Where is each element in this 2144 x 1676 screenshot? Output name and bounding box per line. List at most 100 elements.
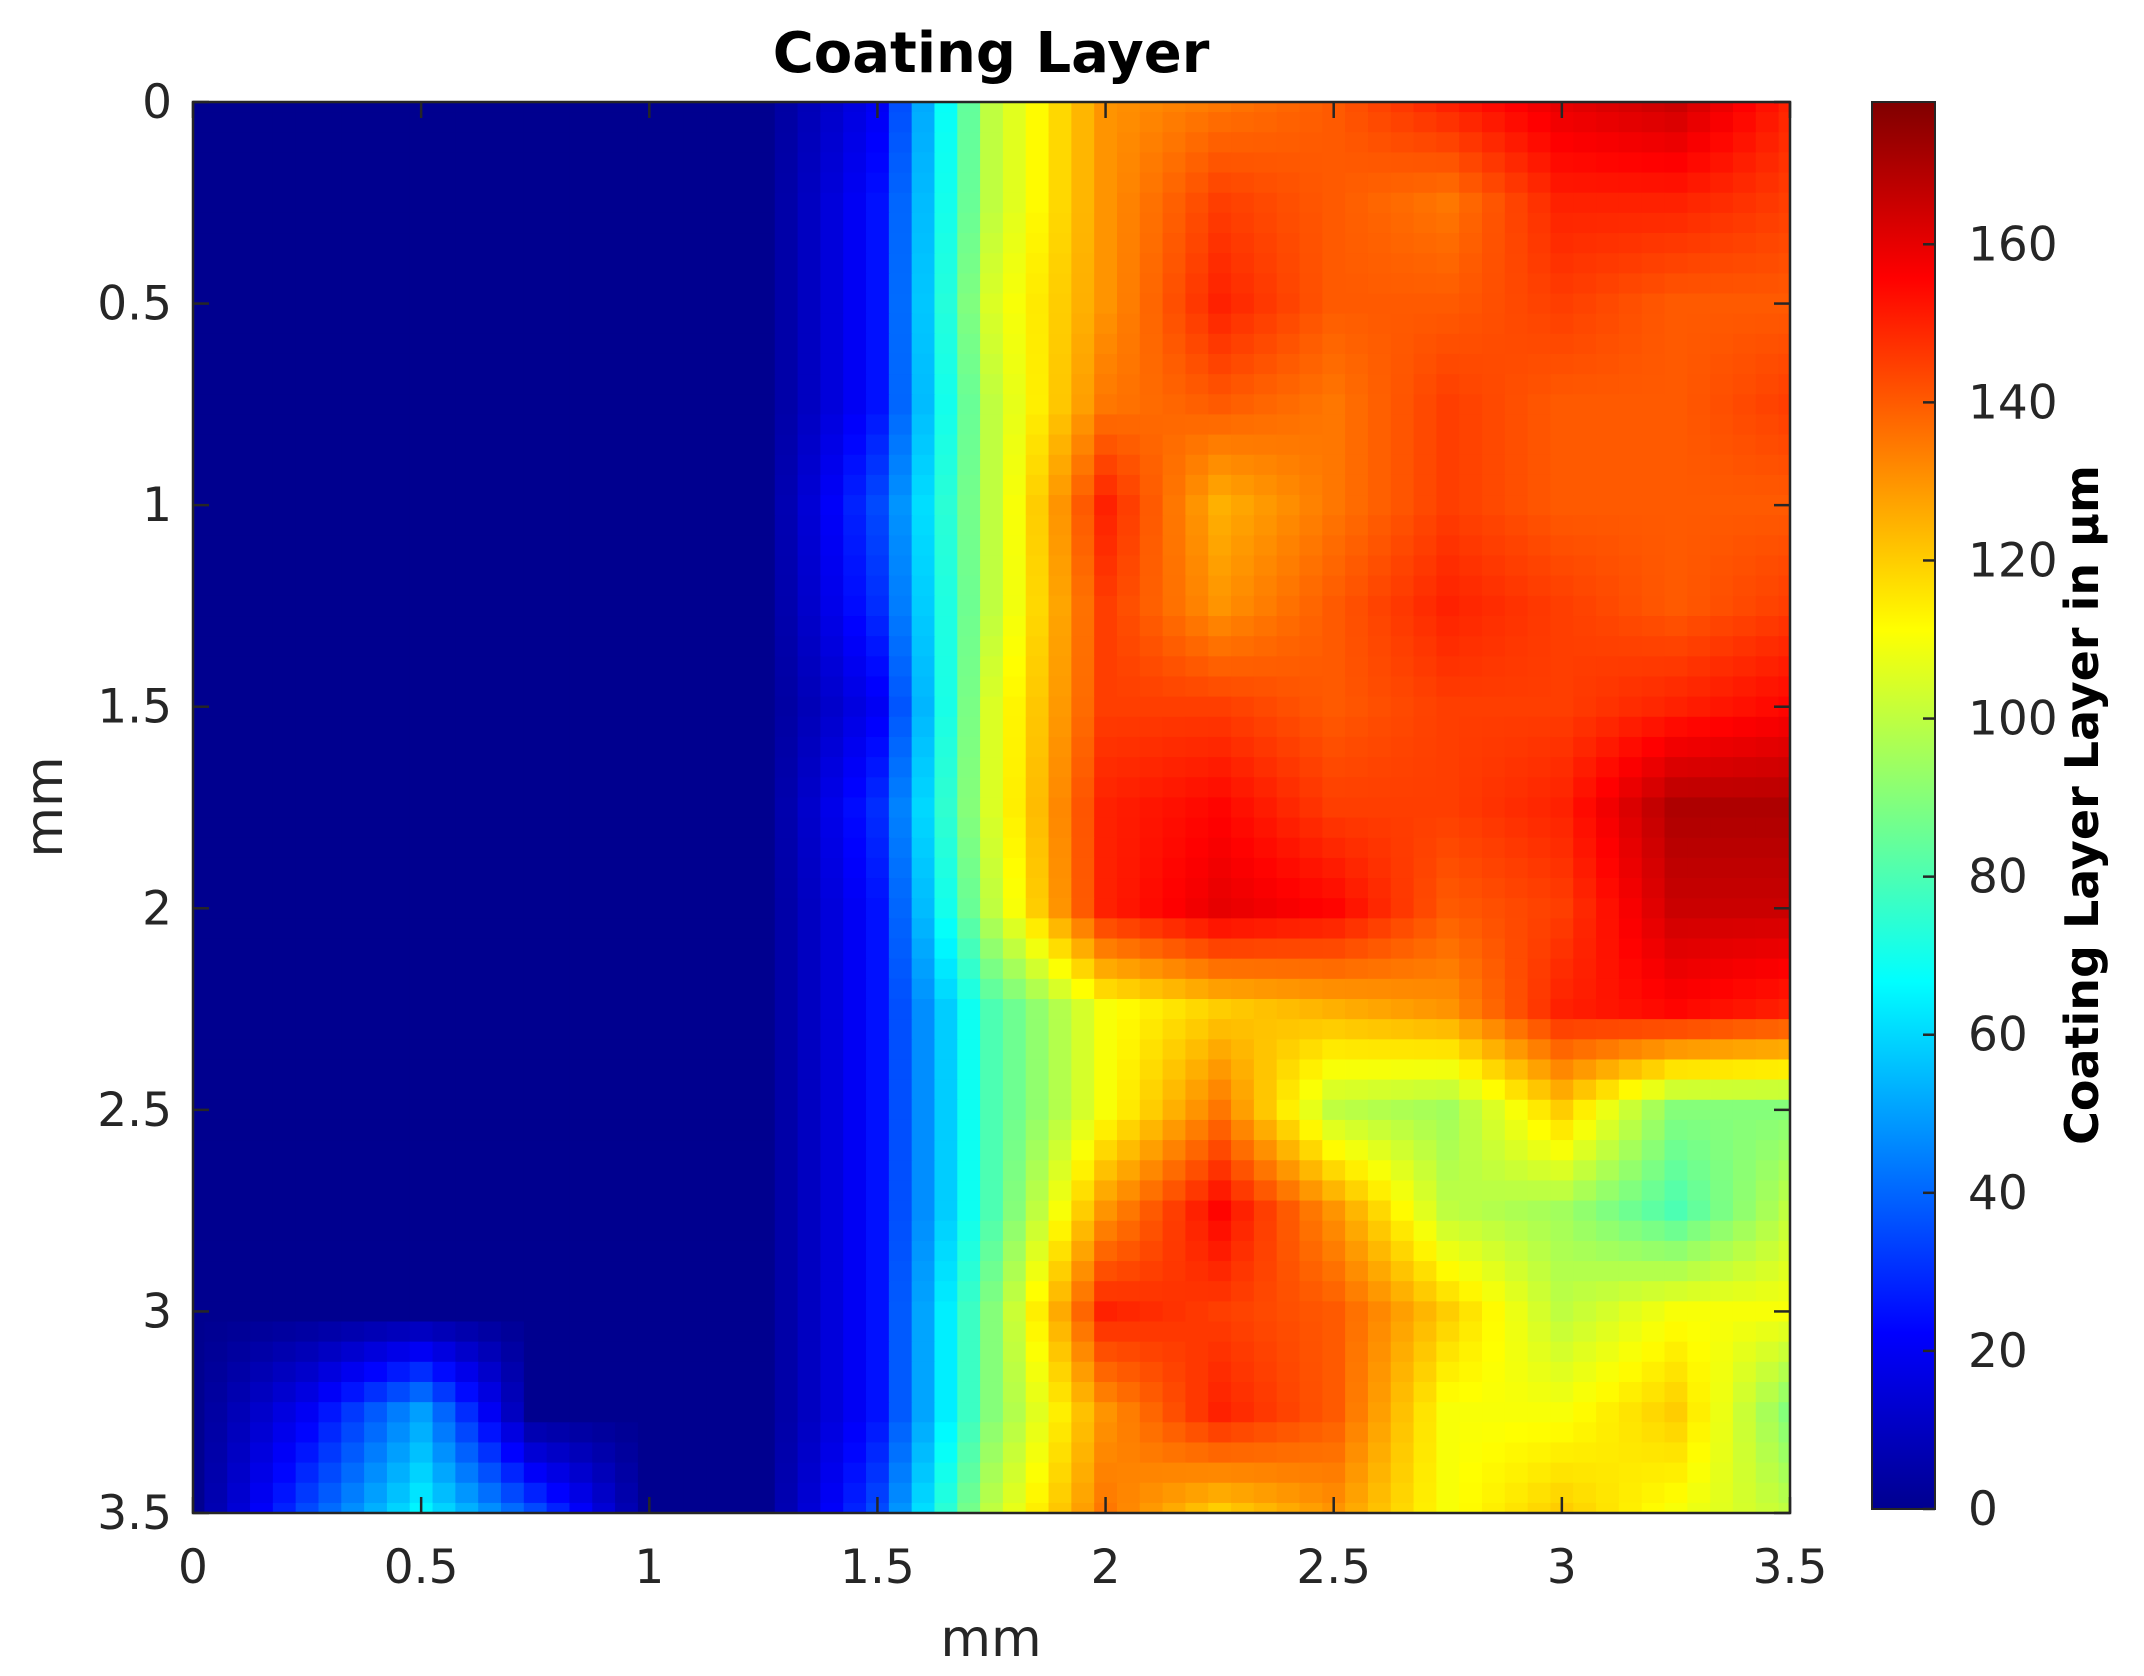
heatmap-cell <box>820 817 844 839</box>
heatmap-cell <box>774 353 799 375</box>
heatmap-cell <box>866 1119 890 1141</box>
heatmap-cell <box>1527 716 1552 738</box>
heatmap-cell <box>295 515 320 537</box>
heatmap-cell <box>774 515 799 537</box>
heatmap-cell <box>1732 636 1757 658</box>
heatmap-cell <box>820 1059 844 1081</box>
heatmap-cell <box>980 1442 1004 1464</box>
heatmap-cell <box>774 938 799 960</box>
heatmap-cell <box>820 293 844 315</box>
heatmap-cell <box>318 1422 343 1444</box>
heatmap-cell <box>386 1039 411 1061</box>
heatmap-cell <box>1573 192 1597 214</box>
heatmap-cell <box>1299 515 1324 537</box>
heatmap-cell <box>980 918 1004 940</box>
heatmap-cell <box>1390 636 1415 658</box>
heatmap-cell <box>1778 1079 1790 1101</box>
heatmap-cell <box>432 172 457 194</box>
heatmap-cell <box>1185 696 1210 718</box>
heatmap-cell <box>843 102 867 113</box>
heatmap-cell <box>341 374 365 396</box>
heatmap-cell <box>250 212 274 234</box>
heatmap-cell <box>318 616 343 637</box>
heatmap-cell <box>980 313 1004 335</box>
heatmap-cell <box>615 1220 639 1242</box>
heatmap-cell <box>1139 777 1164 799</box>
heatmap-cell <box>843 1281 867 1303</box>
heatmap-cell <box>1573 1220 1597 1242</box>
heatmap-cell <box>500 1422 525 1444</box>
heatmap-cell <box>1755 1140 1780 1162</box>
heatmap-cell <box>1504 1482 1529 1504</box>
heatmap-cell <box>1778 474 1790 496</box>
heatmap-cell <box>295 1321 320 1343</box>
heatmap-cell <box>204 1240 229 1262</box>
heatmap-cell <box>1755 616 1780 637</box>
heatmap-cell <box>204 353 229 375</box>
heatmap-cell <box>523 112 548 134</box>
heatmap-cell <box>797 676 822 698</box>
heatmap-cell <box>637 253 662 275</box>
heatmap-cell <box>364 757 388 779</box>
heatmap-cell <box>729 434 753 456</box>
heatmap-cell <box>204 374 229 396</box>
heatmap-cell <box>751 313 776 335</box>
heatmap-cell <box>1002 1261 1027 1282</box>
heatmap-cell <box>1162 1099 1187 1121</box>
heatmap-cell <box>1732 1381 1757 1403</box>
heatmap-cell <box>1436 1119 1460 1141</box>
heatmap-cell <box>1139 1119 1164 1141</box>
heatmap-cell <box>318 736 343 758</box>
heatmap-cell <box>409 757 434 779</box>
heatmap-cell <box>523 656 548 678</box>
heatmap-cell <box>706 1119 730 1141</box>
heatmap-cell <box>1299 1160 1324 1182</box>
heatmap-cell <box>888 112 913 134</box>
heatmap-cell <box>1778 817 1790 839</box>
heatmap-cell <box>1618 495 1643 517</box>
heatmap-cell <box>1322 1039 1346 1061</box>
heatmap-cell <box>546 918 571 940</box>
heatmap-cell <box>1641 595 1666 617</box>
heatmap-cell <box>706 374 730 396</box>
heatmap-cell <box>500 1240 525 1262</box>
heatmap-cell <box>193 1059 206 1081</box>
heatmap-cell <box>1710 817 1734 839</box>
heatmap-cell <box>386 978 411 1000</box>
heatmap-cell <box>1025 374 1050 396</box>
heatmap-cell <box>843 1321 867 1343</box>
heatmap-cell <box>615 1019 639 1041</box>
heatmap-cell <box>546 1180 571 1202</box>
heatmap-cell <box>1345 394 1369 416</box>
heatmap-cell <box>980 1119 1004 1141</box>
heatmap-cell <box>820 1240 844 1262</box>
heatmap-cell <box>1048 1119 1073 1141</box>
heatmap-cell <box>592 837 616 859</box>
heatmap-cell <box>1504 696 1529 718</box>
heatmap-cell <box>1162 333 1187 355</box>
heatmap-cell <box>1048 1019 1073 1041</box>
heatmap-cell <box>1527 636 1552 658</box>
heatmap-cell <box>295 696 320 718</box>
heatmap-cell <box>1139 938 1164 960</box>
heatmap-cell <box>272 233 297 254</box>
heatmap-cell <box>637 676 662 698</box>
heatmap-cell <box>1550 132 1575 154</box>
heatmap-cell <box>1208 1220 1232 1242</box>
heatmap-cell <box>1002 233 1027 254</box>
heatmap-cell <box>1573 152 1597 174</box>
heatmap-cell <box>1732 1341 1757 1363</box>
heatmap-cell <box>1413 495 1438 517</box>
heatmap-cell <box>1550 716 1575 738</box>
heatmap-cell <box>500 1321 525 1343</box>
heatmap-cell <box>1002 918 1027 940</box>
heatmap-cell <box>615 132 639 154</box>
heatmap-cell <box>1413 1381 1438 1403</box>
heatmap-cell <box>1436 152 1460 174</box>
heatmap-cell <box>500 535 525 557</box>
heatmap-cell <box>1687 1422 1711 1444</box>
heatmap-cell <box>934 313 959 335</box>
heatmap-cell <box>1641 696 1666 718</box>
heatmap-cell <box>774 555 799 577</box>
heatmap-cell <box>774 454 799 476</box>
